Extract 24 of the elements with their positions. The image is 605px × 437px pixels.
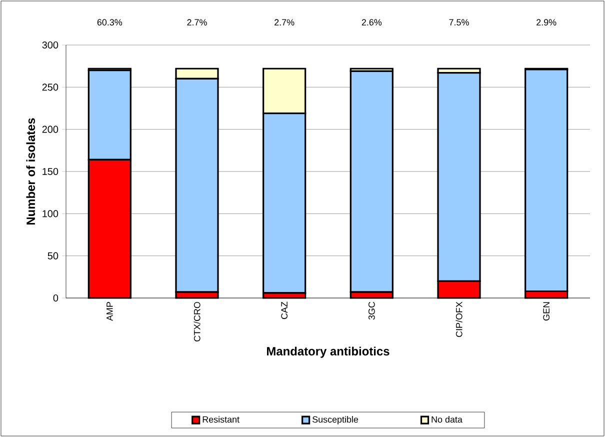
y-tick-label: 250 — [42, 84, 58, 91]
x-axis-title: Mandatory antibiotics — [267, 346, 390, 358]
text: 2.6% — [362, 19, 382, 26]
legend-label: Susceptible — [312, 416, 358, 424]
legend-label: Resistant — [202, 416, 240, 423]
text: 2.7% — [274, 19, 294, 26]
y-tick-label: 50 — [48, 252, 58, 260]
y-tick-label: 300 — [42, 41, 58, 49]
x-tick-label: CAZ — [281, 302, 288, 319]
x-tick-label: GEN — [543, 302, 550, 320]
text: 60.3% — [97, 19, 122, 26]
x-tick-label: 3GC — [368, 302, 375, 320]
x-tick-label: CTX/CRO — [194, 302, 200, 342]
y-tick-label: 200 — [42, 126, 58, 133]
x-tick-label: AMP — [106, 302, 113, 321]
y-tick-label: 150 — [42, 168, 58, 176]
x-tick-label: CIP/OFX — [456, 302, 462, 337]
text: 7.5% — [449, 19, 469, 26]
y-tick-label: 100 — [42, 210, 58, 218]
y-axis-title: Number of isolates — [26, 118, 36, 225]
legend-label: No data — [432, 416, 462, 423]
text: 2.9% — [536, 19, 556, 26]
text: 2.7% — [187, 19, 207, 26]
y-tick-label: 0 — [53, 294, 58, 302]
